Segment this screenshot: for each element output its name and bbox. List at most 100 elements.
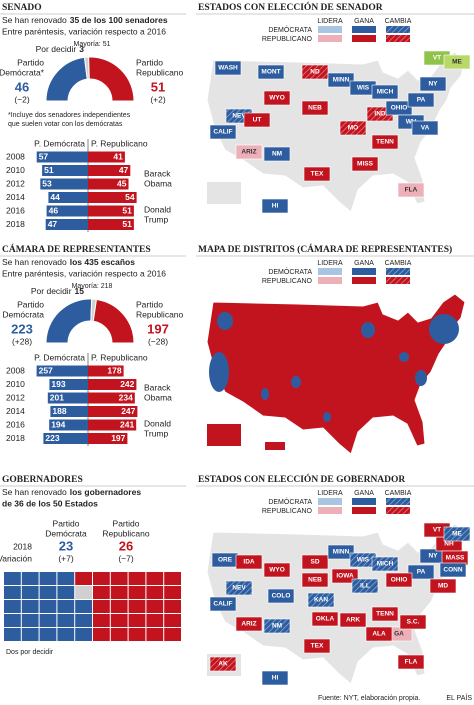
rep-bar [88,178,129,190]
state-label: KAN [314,597,328,604]
dem-total: 46 [15,79,29,94]
lead: Se han renovado los gobernadores [2,487,141,497]
governor-cell [128,600,146,613]
state [429,578,457,594]
rep-change: (−28) [148,336,168,346]
state-label: ILL [360,583,370,590]
state-label: NEB [308,577,322,584]
governor-cell [4,628,21,641]
pending-label: Por decidir [36,44,77,54]
legend-label: REPUBLICANO [262,508,313,515]
legend-header: GANA [354,260,374,267]
governor-cell [110,614,128,627]
dem-label: Partido [17,299,44,309]
rep-bar [88,379,137,390]
state [209,596,237,612]
governor-cell [93,600,110,613]
state-label: ARIZ [241,621,256,628]
legend-label: REPUBLICANO [262,278,313,285]
governor-cell [146,586,164,599]
governor-cell [4,600,21,613]
rep-total: 51 [151,79,165,94]
state-label: NM [272,151,282,158]
map-title: ESTADOS CON ELECCIÓN DE GOBERNADOR [198,473,405,485]
lead-bold: los 435 escaños [70,257,135,267]
rep-value: 47 [119,165,129,175]
state-label: TEX [311,171,324,178]
seat-arc [88,56,135,102]
state [371,556,399,572]
governor-cell [21,572,39,585]
state [397,654,425,670]
president: Donald [144,204,171,214]
rep-value: 51 [122,205,132,215]
state [327,544,355,560]
state-label: OKLA [316,616,335,623]
state-label: WV [406,119,417,126]
rep-bar [88,151,125,163]
state [351,156,379,172]
state [371,84,399,100]
state-label: MD [438,583,448,590]
state-label: ND [310,69,320,76]
president: Trump [144,428,169,438]
state [225,580,253,596]
governor-cell [57,614,75,627]
state [263,562,291,578]
governor-cell [21,600,39,613]
dem-change: (−2) [14,94,30,104]
rep-bar [88,165,131,176]
rep-total: 197 [147,321,169,336]
state [399,614,427,630]
rep-value: 241 [120,419,134,429]
state [339,612,367,628]
lead-text: Se han renovado [2,15,67,25]
rep-header: P. Republicano [91,352,148,362]
legend-swatch [352,268,376,275]
state [371,134,399,150]
governor-cell [93,572,110,585]
state-label: NEV [232,585,246,592]
dem-districts [399,352,409,362]
year: 2010 [6,165,25,175]
governor-cell [164,572,181,585]
governor-cell [110,600,128,613]
state [365,626,393,642]
seat-arc [45,298,93,344]
us-map: WASH MONT ND MINN WIS MICH NY VT ME NEV UT WYO NEB MO… [206,50,471,214]
lead: Se han renovado los 435 escaños [2,257,135,267]
state-label: OHIO [391,577,408,584]
state [263,146,291,162]
rep-value: 234 [119,392,133,402]
governor-cell [39,614,57,627]
legend-swatch [318,268,342,275]
majority: Mayoría: 218 [72,283,113,290]
governor-cell [128,572,146,585]
state-label: ORE [218,557,233,564]
seat-arc [45,56,88,102]
state-label: IOWA [336,573,354,580]
legend-swatch [386,268,410,275]
legend-header: CAMBIA [385,18,412,25]
state-label: NY [428,553,438,560]
governor-cell [39,628,57,641]
state-label: WIS [357,557,370,564]
dem-districts [361,322,375,338]
rep-label: Republicano [102,528,150,538]
state [301,572,329,588]
majority: Mayoría: 51 [74,41,111,48]
state-label: ME [452,59,462,66]
state-label: UT [253,117,262,124]
state-label: VT [433,55,441,62]
state [301,64,329,80]
governor-cell [57,586,75,599]
governor-cell [57,600,75,613]
dem-bar [50,406,88,417]
dem-bar [45,219,88,230]
legend-header: LIDERA [317,260,343,267]
governor-cell [4,572,21,585]
state [263,618,291,634]
dem-bar [49,419,88,431]
legend-swatch [352,26,376,33]
governor-cell [146,600,164,613]
